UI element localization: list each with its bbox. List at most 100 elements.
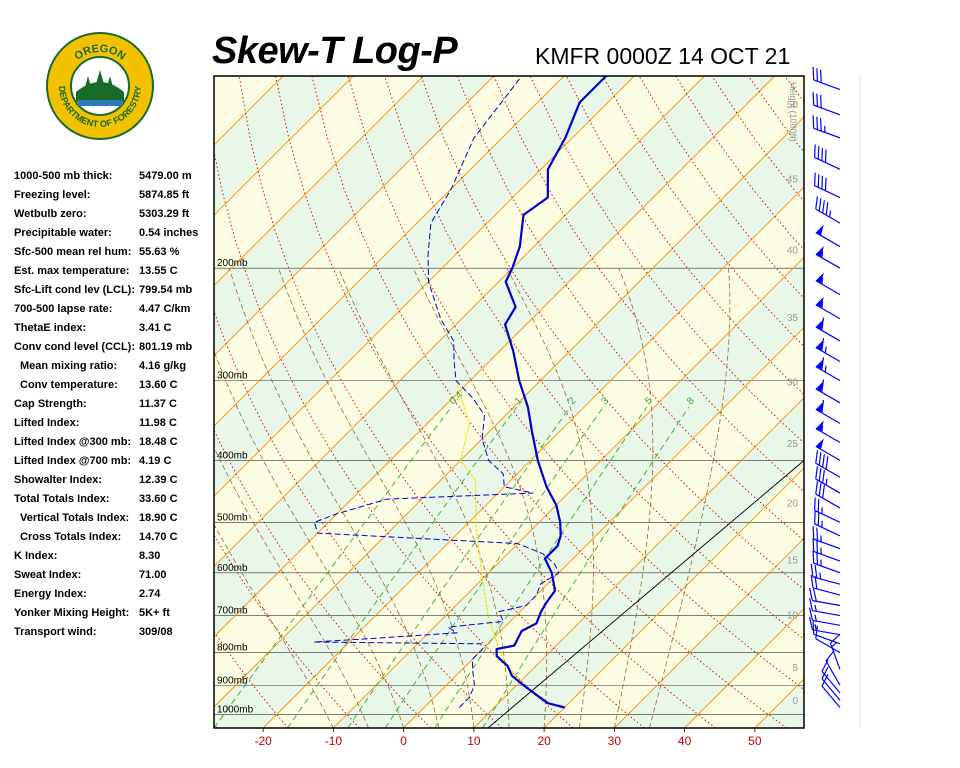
wind-barb-shaft [815, 208, 841, 224]
index-row: Sweat Index: 71.00 [14, 569, 214, 588]
wind-barb-full [825, 202, 829, 216]
pressure-label: 500mb [217, 512, 248, 523]
x-tick-label: 40 [678, 734, 692, 748]
x-tick-label: 0 [400, 734, 407, 748]
index-value: 309/08 [139, 626, 173, 638]
index-value: 11.37 C [139, 398, 177, 410]
index-label: Lifted Index @700 mb: [14, 455, 132, 467]
dry-adiabat-line [384, 76, 804, 640]
temperature-axis-labels: -20 -10 0 10 20 30 40 50 [254, 728, 762, 748]
wind-barb-half [821, 507, 823, 514]
wind-barb-shaft [815, 232, 841, 248]
wind-barb-full [816, 539, 819, 553]
wind-barb [815, 317, 841, 342]
wind-barb-shaft [814, 185, 841, 199]
wind-barb-pennant [815, 420, 824, 432]
pressure-label: 400mb [217, 450, 248, 461]
logo-top-text: OREGON [72, 43, 127, 63]
wind-barb-shaft [815, 388, 841, 404]
wind-barb-full [830, 633, 841, 644]
height-tick-label: 30 [787, 377, 799, 388]
wind-barb-full [818, 483, 822, 497]
wind-barb-full [821, 357, 825, 371]
wind-barb-shaft [821, 685, 841, 708]
moist-adiabat-line [506, 268, 594, 728]
x-tick-label: -20 [254, 734, 272, 748]
wind-barb-full [821, 379, 825, 393]
wind-barb-shaft [815, 478, 841, 494]
wind-barb [812, 66, 841, 91]
wind-barb-pennant [815, 401, 824, 413]
x-tick-label: 50 [748, 734, 762, 748]
wind-barb-full [815, 196, 819, 210]
mixing-ratio-line [434, 406, 648, 728]
wind-barb-half [824, 365, 827, 373]
index-row: Lifted Index: 11.98 C [14, 417, 214, 436]
wind-barb-pennant [815, 358, 824, 370]
height-tick-label: 10 [787, 610, 799, 621]
wind-barb-full [814, 144, 816, 158]
height-tick-label: 40 [787, 245, 799, 256]
wind-barb-full [821, 666, 829, 680]
index-value: 8.30 [139, 550, 161, 562]
wind-barb-shaft [812, 576, 841, 585]
index-value: 18.90 C [139, 512, 178, 524]
wind-barb-pennant [815, 438, 824, 450]
wind-barbs [808, 66, 861, 728]
wind-barb-half [829, 210, 832, 218]
index-label: Cap Strength: [14, 398, 87, 410]
x-tick-label: 10 [467, 734, 481, 748]
dry-adiabat-line [602, 76, 804, 348]
height-tick-label: 25 [787, 439, 799, 450]
index-row: ThetaE index: 3.41 C [14, 322, 214, 341]
station-time-label: KMFR 0000Z 14 OCT 21 [535, 43, 791, 69]
wind-barb-full [814, 510, 816, 524]
isotherm-line [214, 116, 804, 708]
wind-barb-shaft [815, 253, 841, 269]
dewpoint-line [313, 76, 560, 708]
index-label: Vertical Totals Index: [20, 512, 130, 524]
wind-barb-full [814, 172, 816, 186]
index-value: 55.63 % [139, 246, 180, 258]
index-row: Showalter Index: 12.39 C [14, 474, 214, 493]
svg-text:OREGON: OREGON [72, 43, 127, 63]
wind-barb-half [820, 535, 822, 542]
index-label: Est. max temperature: [14, 265, 130, 277]
pressure-label: 300mb [217, 371, 248, 382]
temperature-line [495, 76, 607, 709]
height-tick-label: 20 [787, 499, 799, 510]
index-label: K Index: [14, 550, 58, 562]
wind-barb [815, 625, 841, 654]
x-tick-label: -10 [325, 734, 343, 748]
oregon-forestry-logo: OREGON DEPARTMENT OF FORESTRY [46, 32, 154, 140]
temperature-band [0, 76, 72, 728]
wind-barb-shaft [829, 642, 841, 670]
isotherm-line [214, 76, 495, 357]
mixing-ratio-line [214, 406, 452, 728]
index-row: K Index: 8.30 [14, 550, 214, 569]
index-row: Conv cond level (CCL): 801.19 mb [14, 341, 214, 360]
pressure-label: 200mb [217, 258, 248, 269]
pressure-label: 1000mb [217, 704, 254, 715]
wind-barb [815, 399, 841, 424]
temperature-band [214, 116, 804, 728]
wind-barb-full [821, 176, 824, 190]
height-tick-label: 45 [787, 175, 799, 186]
wind-barb [812, 621, 841, 645]
wind-barb-shaft [812, 610, 841, 617]
wind-barb-pennant [815, 246, 824, 258]
index-row: Lifted Index @300 mb: 18.48 C [14, 436, 214, 455]
wind-barb [808, 587, 841, 607]
wind-barb-full [808, 617, 814, 630]
dry-adiabat-line [420, 76, 804, 590]
wind-barb [812, 550, 841, 574]
wind-barb-full [810, 563, 814, 577]
index-value: 13.60 C [139, 379, 178, 391]
moist-adiabat-lines [214, 268, 731, 728]
wind-barb-full [817, 146, 820, 160]
wind-barb [821, 666, 841, 701]
wind-barb-half [819, 572, 822, 580]
wind-barb-half [821, 425, 824, 433]
index-row: 700-500 lapse rate: 4.47 C/km [14, 303, 214, 322]
mixing-ratio-line [347, 406, 571, 728]
